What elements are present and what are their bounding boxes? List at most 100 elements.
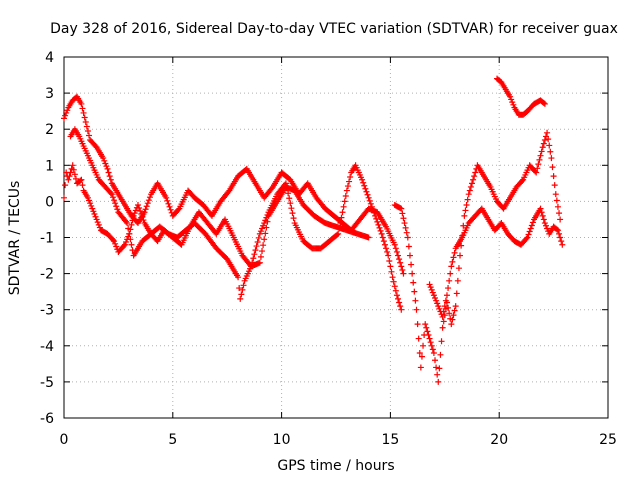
data-point <box>527 225 534 232</box>
data-point <box>375 221 382 228</box>
data-point <box>113 243 120 250</box>
y-tick-label: 4 <box>45 50 54 66</box>
data-point <box>78 100 85 107</box>
data-point <box>550 173 557 180</box>
data-point <box>430 350 437 357</box>
data-point <box>384 248 391 255</box>
data-point <box>411 288 418 295</box>
data-point <box>380 238 387 245</box>
data-point <box>403 229 410 236</box>
data-point <box>268 185 275 192</box>
data-point <box>259 225 266 232</box>
y-axis-label: SDTVAR / TECUs <box>7 181 23 296</box>
data-point <box>84 194 91 201</box>
data-point <box>454 277 461 284</box>
data-point <box>124 220 131 227</box>
data-point <box>126 230 133 237</box>
data-point <box>256 259 263 266</box>
data-point <box>436 305 443 312</box>
data-point <box>395 295 402 302</box>
data-point <box>61 115 67 122</box>
data-point <box>445 285 452 292</box>
data-point <box>393 292 400 299</box>
data-point <box>435 303 442 310</box>
data-point <box>438 338 445 345</box>
data-point <box>127 236 134 243</box>
data-point <box>390 278 397 285</box>
data-point <box>342 192 349 199</box>
data-point <box>451 249 458 256</box>
data-point <box>436 365 443 372</box>
data-point <box>424 328 431 335</box>
data-point <box>66 173 73 180</box>
data-point <box>112 240 119 247</box>
data-point <box>261 220 268 227</box>
data-point <box>72 175 79 182</box>
data-point <box>128 221 135 228</box>
data-point <box>402 224 409 231</box>
data-point <box>261 236 268 243</box>
data-point <box>428 342 435 349</box>
data-point <box>378 230 385 237</box>
data-point <box>77 177 84 184</box>
data-point <box>466 187 473 194</box>
data-point <box>84 128 91 135</box>
data-point <box>449 316 456 323</box>
data-point <box>286 195 293 202</box>
data-point <box>359 176 366 183</box>
data-point <box>381 241 388 248</box>
data-point <box>113 203 120 210</box>
data-point <box>441 303 448 310</box>
data-point <box>101 157 108 164</box>
x-tick-label: 10 <box>273 432 291 448</box>
data-point <box>426 281 433 288</box>
data-point <box>440 318 447 325</box>
data-point <box>111 238 118 245</box>
data-point <box>86 197 93 204</box>
data-point <box>374 218 381 225</box>
data-point <box>260 222 267 229</box>
data-point <box>365 194 372 201</box>
data-point <box>106 173 113 180</box>
data-point <box>121 241 128 248</box>
data-point <box>123 239 130 246</box>
data-point <box>93 216 100 223</box>
data-point <box>534 165 541 172</box>
data-point <box>533 169 540 176</box>
data-point <box>537 205 544 212</box>
data-point <box>255 234 262 241</box>
y-tick-label: -1 <box>40 231 54 247</box>
data-point <box>469 180 475 187</box>
data-point <box>434 300 441 307</box>
data-point <box>462 207 469 214</box>
data-point <box>554 203 561 210</box>
x-tick-label: 5 <box>168 432 177 448</box>
data-point <box>89 205 96 212</box>
data-point <box>408 261 415 268</box>
data-point <box>532 168 539 175</box>
data-point <box>450 254 457 261</box>
data-points <box>61 75 566 385</box>
data-point <box>392 287 399 294</box>
data-point <box>465 191 472 198</box>
data-point <box>263 224 270 231</box>
data-point <box>535 161 542 168</box>
data-point <box>257 228 264 235</box>
data-point <box>236 285 243 292</box>
data-point <box>395 252 402 259</box>
data-point <box>379 234 386 241</box>
data-point <box>450 312 457 319</box>
data-point <box>416 350 423 357</box>
axis-ticks: 0 5 10 15 20 25 -6 -5 -4 -3 -2 -1 0 1 2 3 4 <box>40 50 617 448</box>
data-point <box>339 209 346 216</box>
data-point <box>437 351 444 358</box>
data-point <box>418 353 425 360</box>
data-point <box>427 284 434 291</box>
x-tick-label: 20 <box>490 432 508 448</box>
data-point <box>552 191 559 198</box>
data-point <box>397 259 404 266</box>
y-tick-label: 2 <box>45 122 54 138</box>
data-point <box>235 274 242 281</box>
data-point <box>396 299 403 306</box>
